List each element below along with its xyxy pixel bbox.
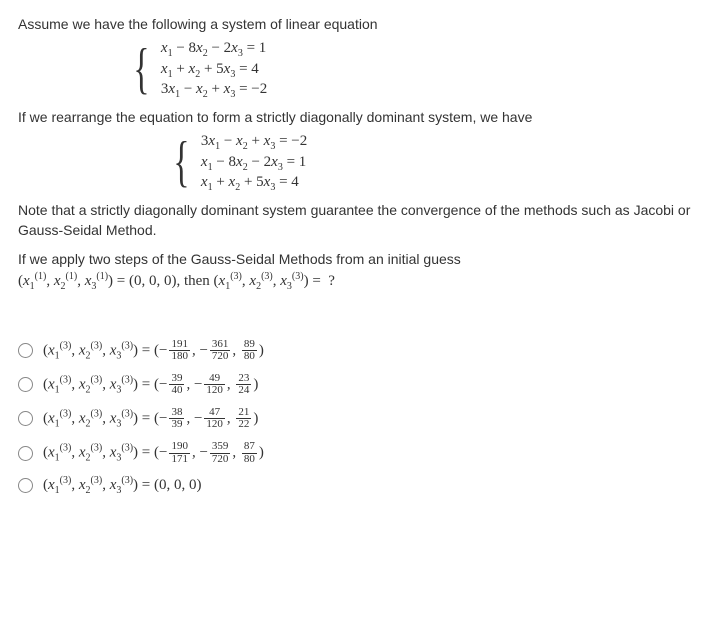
option-expression: (x1(3), x2(3), x3(3)) = (−191180, −36172… <box>43 339 264 363</box>
brace-icon: { <box>173 134 189 190</box>
radio-icon[interactable] <box>18 377 33 392</box>
rearrange-text: If we rearrange the equation to form a s… <box>18 107 710 127</box>
radio-icon[interactable] <box>18 343 33 358</box>
option-2[interactable]: (x1(3), x2(3), x3(3)) = (−3940, −49120, … <box>18 373 710 397</box>
option-expression: (x1(3), x2(3), x3(3)) = (−190171, −35972… <box>43 441 264 465</box>
option-expression: (x1(3), x2(3), x3(3)) = (0, 0, 0) <box>43 475 201 497</box>
eq-line: x1 + x2 + 5x3 = 4 <box>201 172 307 192</box>
system-2: { 3x1 − x2 + x3 = −2 x1 − 8x2 − 2x3 = 1 … <box>168 131 710 192</box>
system-1: { x1 − 8x2 − 2x3 = 1 x1 + x2 + 5x3 = 4 3… <box>128 38 710 99</box>
option-5[interactable]: (x1(3), x2(3), x3(3)) = (0, 0, 0) <box>18 475 710 497</box>
eq-line: 3x1 − x2 + x3 = −2 <box>201 131 307 151</box>
option-expression: (x1(3), x2(3), x3(3)) = (−3839, −47120, … <box>43 407 258 431</box>
eq-line: x1 + x2 + 5x3 = 4 <box>161 59 267 79</box>
radio-icon[interactable] <box>18 446 33 461</box>
eq-line: x1 − 8x2 − 2x3 = 1 <box>161 38 267 58</box>
initial-guess: (x1(1), x2(1), x3(1)) = (0, 0, 0), then … <box>18 271 710 293</box>
option-3[interactable]: (x1(3), x2(3), x3(3)) = (−3839, −47120, … <box>18 407 710 431</box>
brace-icon: { <box>133 41 149 97</box>
option-4[interactable]: (x1(3), x2(3), x3(3)) = (−190171, −35972… <box>18 441 710 465</box>
radio-icon[interactable] <box>18 411 33 426</box>
eq-line: 3x1 − x2 + x3 = −2 <box>161 79 267 99</box>
note-text: Note that a strictly diagonally dominant… <box>18 200 710 241</box>
option-expression: (x1(3), x2(3), x3(3)) = (−3940, −49120, … <box>43 373 258 397</box>
question-intro: Assume we have the following a system of… <box>18 14 710 34</box>
apply-text: If we apply two steps of the Gauss-Seida… <box>18 249 710 269</box>
option-1[interactable]: (x1(3), x2(3), x3(3)) = (−191180, −36172… <box>18 339 710 363</box>
eq-line: x1 − 8x2 − 2x3 = 1 <box>201 152 307 172</box>
radio-icon[interactable] <box>18 478 33 493</box>
